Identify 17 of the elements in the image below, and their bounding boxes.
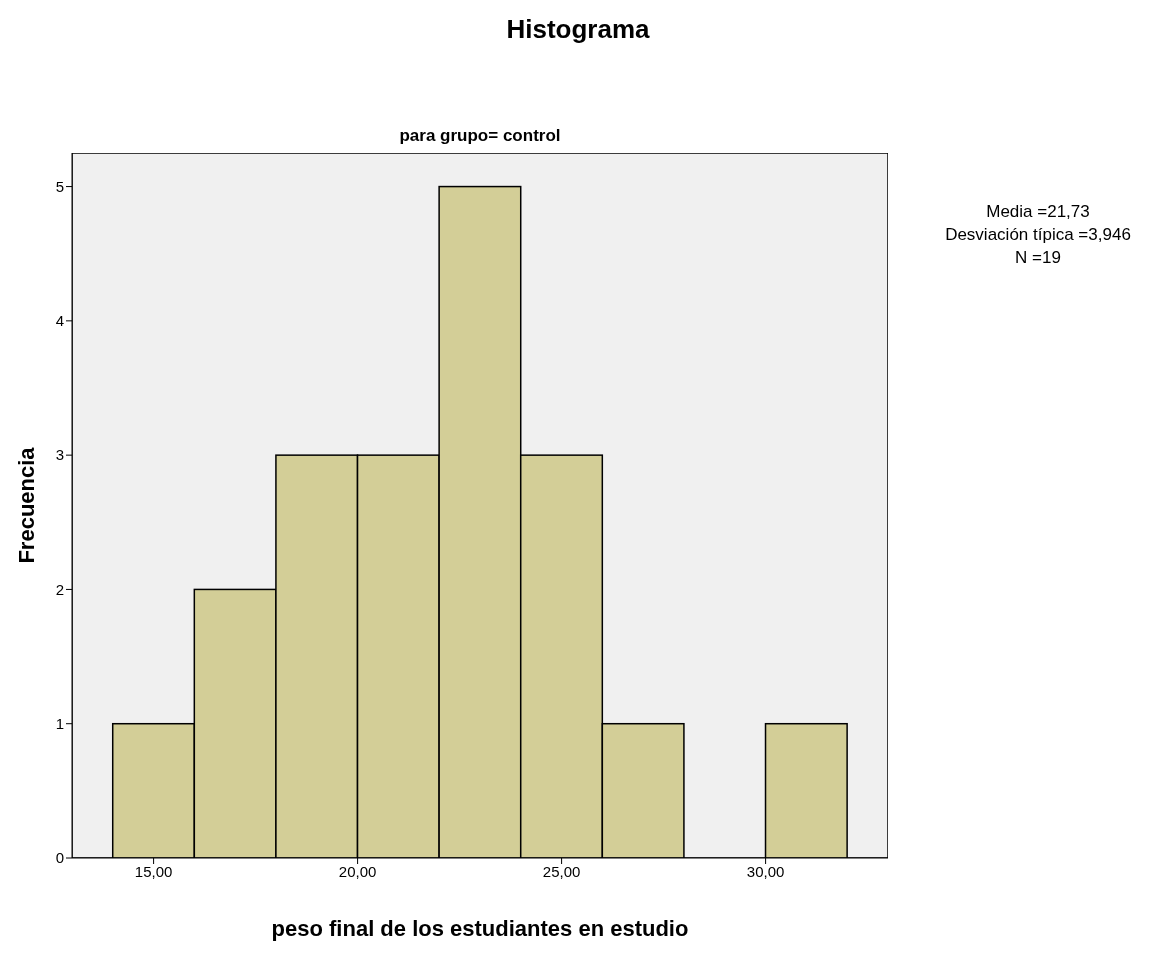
x-tick-label: 25,00 [542,862,581,880]
y-tick-label: 2 [55,580,64,598]
y-tick-label: 0 [55,849,64,867]
x-axis-title: peso final de los estudiantes en estudio [271,916,689,941]
text: Media =21,73 [985,201,1091,223]
chart-title: Histograma [505,14,651,45]
text: Desviación típica =3,946 [944,224,1132,246]
chart-subtitle: para grupo= control [398,126,562,146]
x-tick-label: 15,00 [134,862,173,880]
y-tick-label: 1 [55,715,64,733]
y-axis-title: Frecuencia [13,446,39,564]
y-tick-label: 5 [55,177,64,195]
x-tick-label: 30,00 [746,862,785,880]
x-tick-label: 20,00 [338,862,377,880]
y-tick-label: 4 [55,312,64,330]
y-tick-label: 3 [55,446,64,464]
text: N =19 [1014,247,1062,269]
